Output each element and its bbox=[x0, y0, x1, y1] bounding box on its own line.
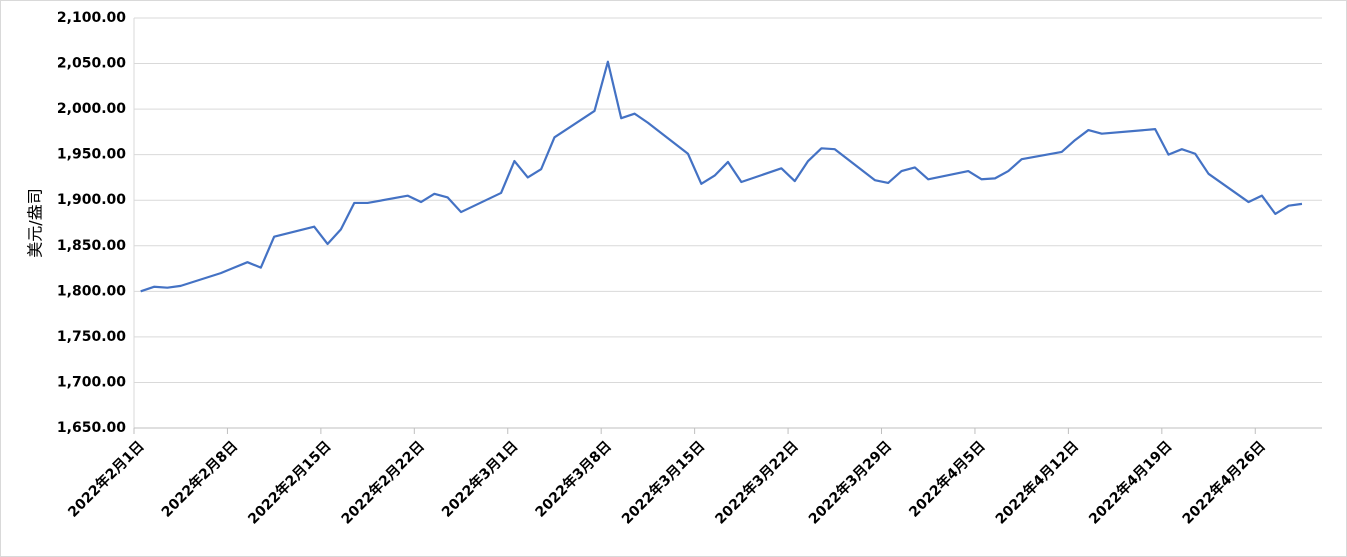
line-series bbox=[140, 60, 1303, 293]
y-tick-label: 2,050.00 bbox=[57, 56, 126, 72]
y-tick-label: 1,700.00 bbox=[57, 374, 126, 390]
y-tick-label: 2,000.00 bbox=[57, 101, 126, 117]
y-tick-label: 1,900.00 bbox=[57, 192, 126, 208]
y-tick-label: 2,100.00 bbox=[57, 10, 126, 26]
y-tick-label: 1,650.00 bbox=[57, 420, 126, 436]
y-axis-label: 美元/盎司 bbox=[26, 188, 45, 257]
y-tick-label: 1,850.00 bbox=[57, 238, 126, 254]
y-tick-label: 1,750.00 bbox=[57, 329, 126, 345]
y-tick-label: 1,950.00 bbox=[57, 147, 126, 163]
y-tick-label: 1,800.00 bbox=[57, 283, 126, 299]
